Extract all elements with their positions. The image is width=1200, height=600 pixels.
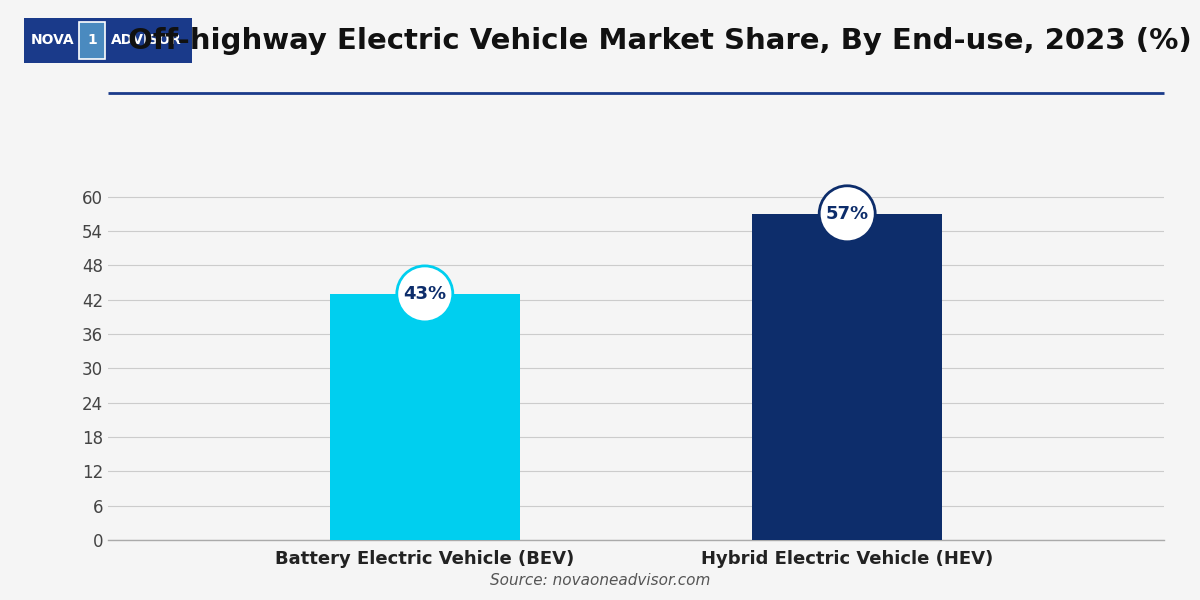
Text: 1: 1 [88, 34, 97, 47]
Bar [330, 294, 520, 540]
Text: 43%: 43% [403, 285, 446, 303]
Text: 57%: 57% [826, 205, 869, 223]
Text: ADVISOR: ADVISOR [112, 34, 182, 47]
Text: Source: novaoneadvisor.com: Source: novaoneadvisor.com [490, 573, 710, 588]
Ellipse shape [397, 266, 452, 322]
Bar [752, 214, 942, 540]
Text: Off-highway Electric Vehicle Market Share, By End-use, 2023 (%): Off-highway Electric Vehicle Market Shar… [128, 27, 1192, 55]
Text: NOVA: NOVA [31, 34, 74, 47]
FancyBboxPatch shape [24, 18, 192, 63]
FancyBboxPatch shape [79, 22, 104, 59]
Ellipse shape [820, 186, 875, 242]
